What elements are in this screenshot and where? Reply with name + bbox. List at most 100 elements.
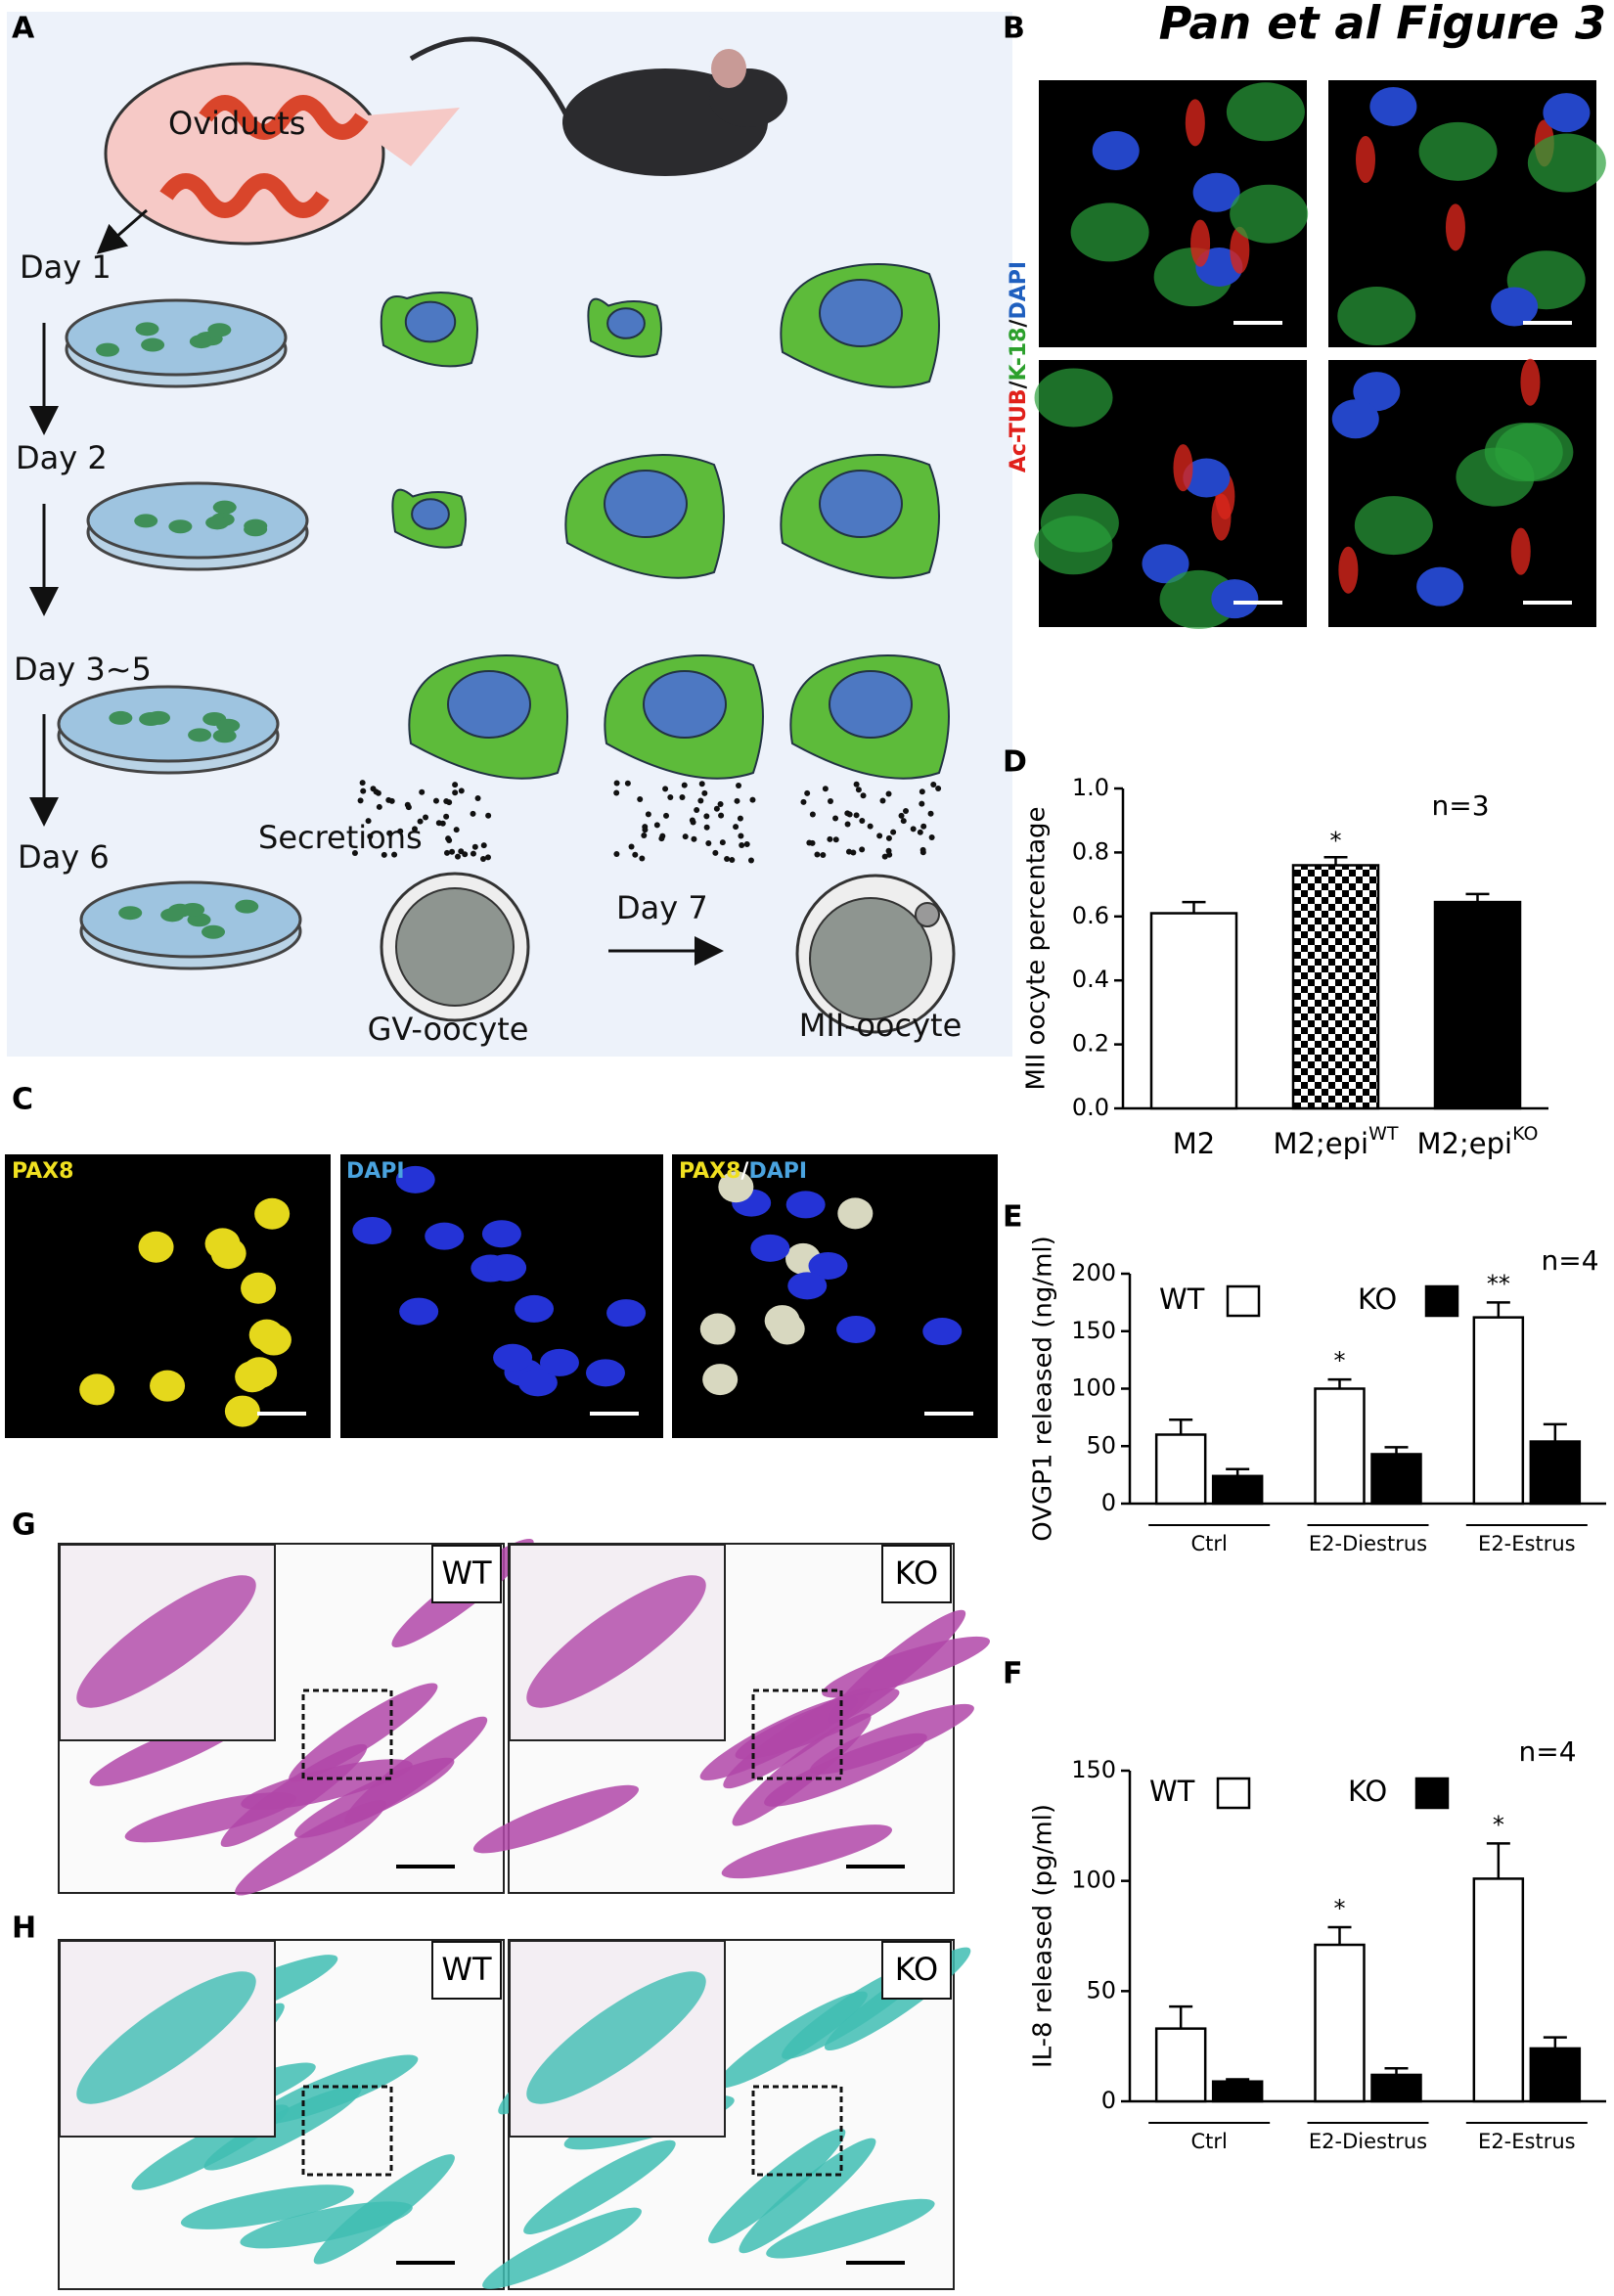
secretion-dot: [613, 780, 620, 787]
secretion-dot: [453, 827, 460, 833]
secretion-dot: [679, 793, 686, 800]
tissue-fold: [253, 2054, 419, 2126]
tissue-fold: [822, 1636, 991, 1698]
micrograph-feature: [1192, 172, 1240, 212]
micrograph-feature: [399, 1297, 439, 1326]
dish-cell: [212, 500, 237, 515]
micrograph-feature: [1445, 203, 1465, 251]
oviduct-bubble: [104, 62, 385, 246]
dish-cell: [141, 338, 165, 352]
panel-label: F: [1003, 1657, 1023, 1691]
sample-size: n=3: [1431, 789, 1489, 822]
tissue-fold: [732, 1713, 872, 1826]
secretion-dot: [667, 794, 674, 801]
bar: [1154, 1433, 1207, 1506]
legend-swatch: [1414, 1777, 1450, 1810]
secretion-dot: [820, 852, 827, 859]
secretion-dot: [373, 788, 380, 795]
legend-swatch: [1424, 1284, 1459, 1318]
secretion-dot: [705, 839, 712, 846]
secretion-dot: [898, 812, 905, 819]
tissue-fold: [708, 2128, 846, 2244]
secretion-dot: [432, 797, 439, 804]
micrograph-feature: [1092, 130, 1140, 170]
secretion-dot: [458, 788, 465, 794]
nucleus: [404, 300, 457, 343]
day-label: Day 3~5: [14, 651, 152, 688]
secretion-dot: [365, 818, 372, 825]
secretion-dot: [613, 851, 620, 858]
channel-label: PAX8: [12, 1159, 73, 1184]
bar: [1149, 912, 1238, 1110]
secretion-dot: [391, 851, 398, 858]
genotype-label: KO: [895, 1951, 938, 1988]
secretion-dot: [733, 824, 740, 831]
dish-cell: [109, 710, 133, 725]
bar: [1529, 1440, 1582, 1506]
micrograph-feature: [718, 1171, 754, 1203]
arrow: [96, 208, 148, 254]
bubble-tail: [342, 108, 460, 166]
nucleus: [829, 670, 913, 739]
nucleus: [606, 307, 646, 339]
secretion-dot: [738, 833, 744, 839]
y-tick-label: 100: [1071, 1374, 1116, 1402]
mouse-ear: [711, 49, 746, 88]
secretion-dot: [855, 787, 862, 793]
bar: [1370, 2073, 1422, 2103]
sample-size: n=4: [1541, 1244, 1598, 1277]
micrograph-feature: [787, 1272, 828, 1300]
secretion-dot: [639, 855, 646, 862]
tissue-fold: [809, 1703, 974, 1775]
dish-cell: [134, 514, 158, 528]
secretion-dot: [613, 789, 620, 796]
zoom-box: [301, 2085, 393, 2177]
x-tick-label: E2-Diestrus: [1309, 2130, 1427, 2153]
y-tick-label: 0: [1101, 2087, 1116, 2114]
micrograph-feature: [922, 1318, 963, 1346]
micrograph-feature: [1230, 184, 1309, 244]
dish-cell: [181, 902, 205, 917]
micrograph-feature: [1226, 82, 1305, 142]
significance: *: [1334, 1895, 1346, 1922]
dish-cell: [96, 342, 120, 357]
y-tick-label: 50: [1086, 1976, 1116, 2003]
micrograph-feature: [481, 1220, 521, 1248]
bar: [1370, 1453, 1422, 1506]
sample-size: n=4: [1518, 1735, 1576, 1768]
y-tick-label: 150: [1071, 1317, 1116, 1344]
micrograph-feature: [750, 1234, 790, 1262]
secretion-dot: [698, 781, 705, 788]
secretion-dot: [719, 839, 726, 846]
secretion-dot: [713, 805, 720, 812]
secretion-dot: [439, 820, 446, 827]
micrograph-feature: [1034, 516, 1113, 575]
dish-cell: [205, 516, 230, 530]
nucleus: [604, 470, 688, 538]
secretion-dot: [444, 849, 451, 856]
secretion-dot: [701, 789, 708, 796]
secretion-dot: [749, 796, 756, 803]
category-name: M2;epi: [1417, 1127, 1513, 1160]
bar: [1433, 900, 1522, 1110]
secretion-dot: [804, 789, 811, 796]
secretion-dot: [853, 781, 860, 788]
micrograph-feature: [1491, 287, 1539, 327]
legend-label: KO: [1348, 1775, 1387, 1808]
dish-top: [65, 298, 288, 377]
tissue-fold: [716, 1991, 868, 2089]
secretion-dot: [724, 855, 731, 862]
bar: [1529, 2047, 1582, 2103]
y-tick-label: 0: [1101, 1489, 1116, 1516]
secretion-dot: [827, 798, 833, 805]
secretion-dot: [845, 848, 852, 855]
secretion-dot: [867, 823, 874, 830]
secretion-dot: [419, 788, 426, 795]
secretion-dot: [454, 853, 461, 860]
legend-swatch: [1226, 1284, 1261, 1318]
secretion-dot: [682, 833, 689, 840]
micrograph-feature: [352, 1216, 392, 1244]
channel-label: DAPI: [346, 1159, 405, 1184]
tissue-fold: [240, 2201, 413, 2249]
